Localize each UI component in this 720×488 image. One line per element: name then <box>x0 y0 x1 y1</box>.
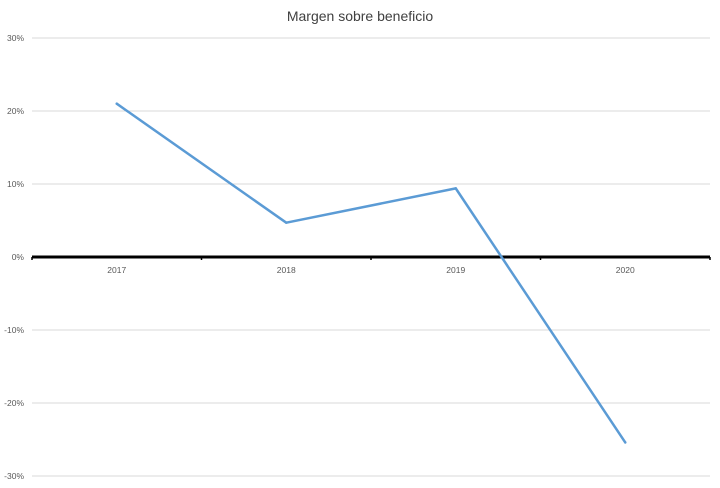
y-tick-label: 30% <box>7 33 24 43</box>
y-tick-label: 20% <box>7 106 24 116</box>
chart-title: Margen sobre beneficio <box>286 8 434 24</box>
y-tick-label: -30% <box>4 471 24 481</box>
x-tick-label: 2020 <box>616 265 635 275</box>
gridlines <box>32 37 710 477</box>
y-tick-label: -10% <box>4 325 24 335</box>
series-layer <box>115 102 627 444</box>
x-tick-label: 2017 <box>107 265 126 275</box>
x-tick-label: 2019 <box>446 265 465 275</box>
y-axis-ticks: 30% 20% 10% 0% -10% -20% -30% <box>4 33 24 481</box>
x-axis-ticks: 2017 2018 2019 2020 <box>107 265 635 275</box>
y-tick-label: -20% <box>4 398 24 408</box>
data-point <box>454 187 457 190</box>
series-line <box>115 102 627 444</box>
x-axis <box>31 255 711 260</box>
data-point <box>115 102 118 105</box>
data-point <box>624 441 627 444</box>
x-tick-label: 2018 <box>277 265 296 275</box>
data-point <box>285 221 288 224</box>
y-tick-label: 0% <box>12 252 25 262</box>
y-tick-label: 10% <box>7 179 24 189</box>
